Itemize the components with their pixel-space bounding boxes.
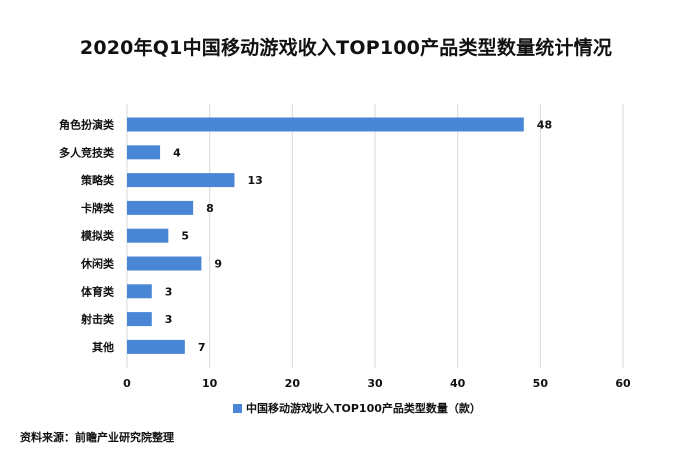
category-label: 休闲类	[80, 257, 115, 271]
bar	[127, 173, 235, 188]
bar	[127, 312, 152, 327]
bar	[127, 339, 185, 354]
legend-label: 中国移动游戏收入TOP100产品类型数量（款）	[246, 401, 481, 415]
data-label: 5	[181, 230, 189, 243]
x-tick-label: 60	[615, 377, 631, 390]
bar	[127, 200, 194, 215]
x-tick-label: 20	[285, 377, 301, 390]
category-label: 策略类	[80, 173, 115, 187]
chart-title: 2020年Q1中国移动游戏收入TOP100产品类型数量统计情况	[79, 37, 613, 59]
bar	[127, 284, 152, 299]
data-label: 13	[247, 174, 262, 187]
bars	[127, 117, 524, 354]
bar	[127, 117, 524, 132]
category-label: 体育类	[81, 284, 115, 298]
category-label: 射击类	[80, 312, 115, 326]
category-label: 多人竞技类	[59, 145, 115, 159]
source-note: 资料来源：前瞻产业研究院整理	[20, 431, 174, 444]
category-label: 角色扮演类	[59, 118, 115, 132]
data-label: 8	[206, 202, 214, 215]
x-tick-label: 40	[450, 377, 466, 390]
bar	[127, 145, 161, 160]
bar	[127, 256, 202, 271]
category-label: 其他	[92, 340, 114, 354]
data-label: 7	[198, 341, 206, 354]
x-tick-label: 30	[367, 377, 383, 390]
x-tick-label: 0	[123, 377, 131, 390]
data-label: 3	[165, 285, 173, 298]
gridlines	[126, 104, 624, 368]
data-label: 3	[165, 313, 173, 326]
data-label: 48	[537, 119, 552, 132]
data-labels: 48 4 13 8 5 9 3 3 7	[165, 119, 552, 354]
legend: 中国移动游戏收入TOP100产品类型数量（款）	[233, 401, 481, 415]
category-label: 模拟类	[81, 229, 115, 243]
legend-swatch	[233, 404, 242, 413]
data-label: 4	[173, 146, 181, 159]
x-tick-label: 10	[202, 377, 218, 390]
x-axis-ticks: 0 10 20 30 40 50 60	[123, 377, 631, 390]
data-label: 9	[214, 258, 222, 271]
x-tick-label: 50	[533, 377, 549, 390]
category-label: 卡牌类	[81, 201, 115, 215]
bar	[127, 228, 169, 243]
